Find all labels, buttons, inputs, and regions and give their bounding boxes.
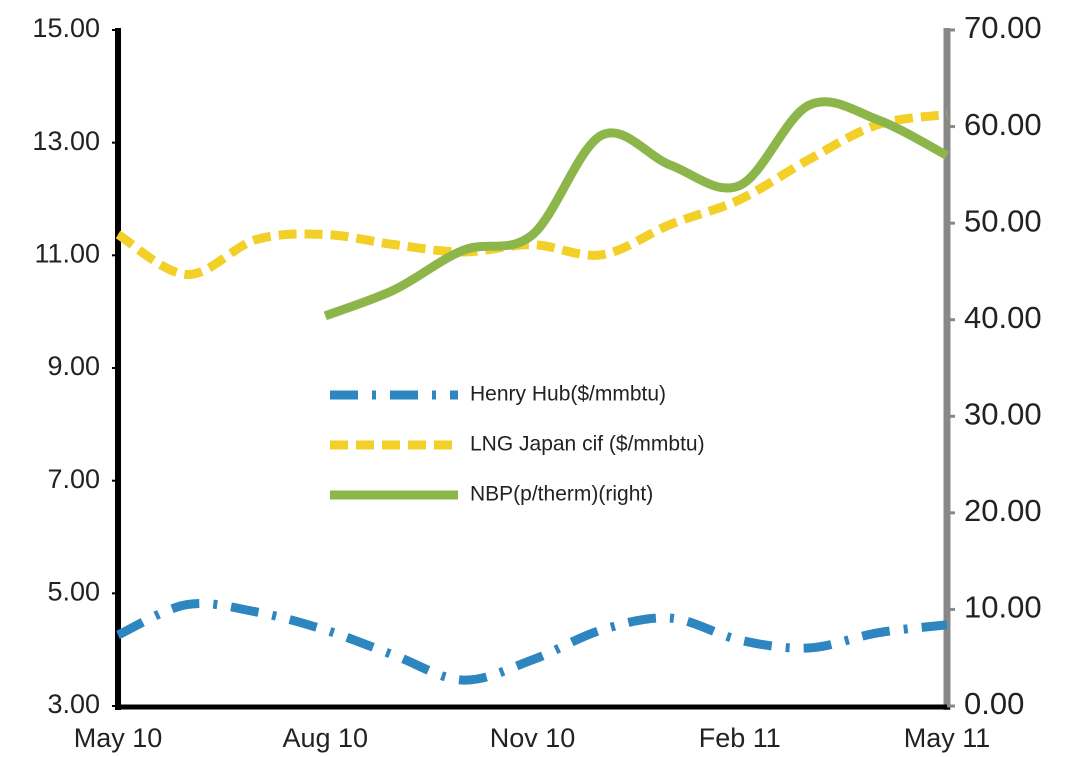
x-tick-label: Feb 11 (699, 723, 781, 753)
y2-tick-label: 0.00 (964, 686, 1024, 721)
y2-tick-label: 70.00 (964, 10, 1042, 45)
y2-tick-label: 50.00 (964, 203, 1042, 238)
y-tick-label: 3.00 (47, 689, 100, 719)
y-tick-label: 13.00 (32, 126, 100, 156)
y-tick-label: 7.00 (47, 464, 100, 494)
plot-area (115, 97, 950, 685)
series-line (323, 97, 950, 321)
y-tick-label: 11.00 (34, 238, 100, 268)
y-tick-label: 5.00 (47, 576, 100, 606)
x-tick-label: May 11 (904, 723, 991, 753)
legend-label: NBP(p/therm)(right) (470, 483, 653, 506)
y2-tick-label: 10.00 (964, 590, 1042, 625)
x-tick-label: Nov 10 (490, 723, 576, 753)
legend-label: Henry Hub($/mmbtu) (470, 383, 666, 406)
legend: Henry Hub($/mmbtu) LNG Japan cif ($/mmbtu… (330, 383, 705, 506)
y-tick-label: 15.00 (32, 13, 100, 43)
x-tick-label: May 10 (74, 723, 163, 753)
y2-tick-label: 30.00 (964, 396, 1042, 431)
y-tick-label: 9.00 (47, 351, 100, 381)
x-tick-label: Aug 10 (282, 723, 368, 753)
y2-tick-label: 60.00 (964, 107, 1042, 142)
y2-tick-label: 40.00 (964, 300, 1042, 335)
series-line (115, 110, 948, 279)
legend-label: LNG Japan cif ($/mmbtu) (470, 433, 705, 456)
y2-tick-label: 20.00 (964, 493, 1042, 528)
series-line (116, 598, 948, 685)
